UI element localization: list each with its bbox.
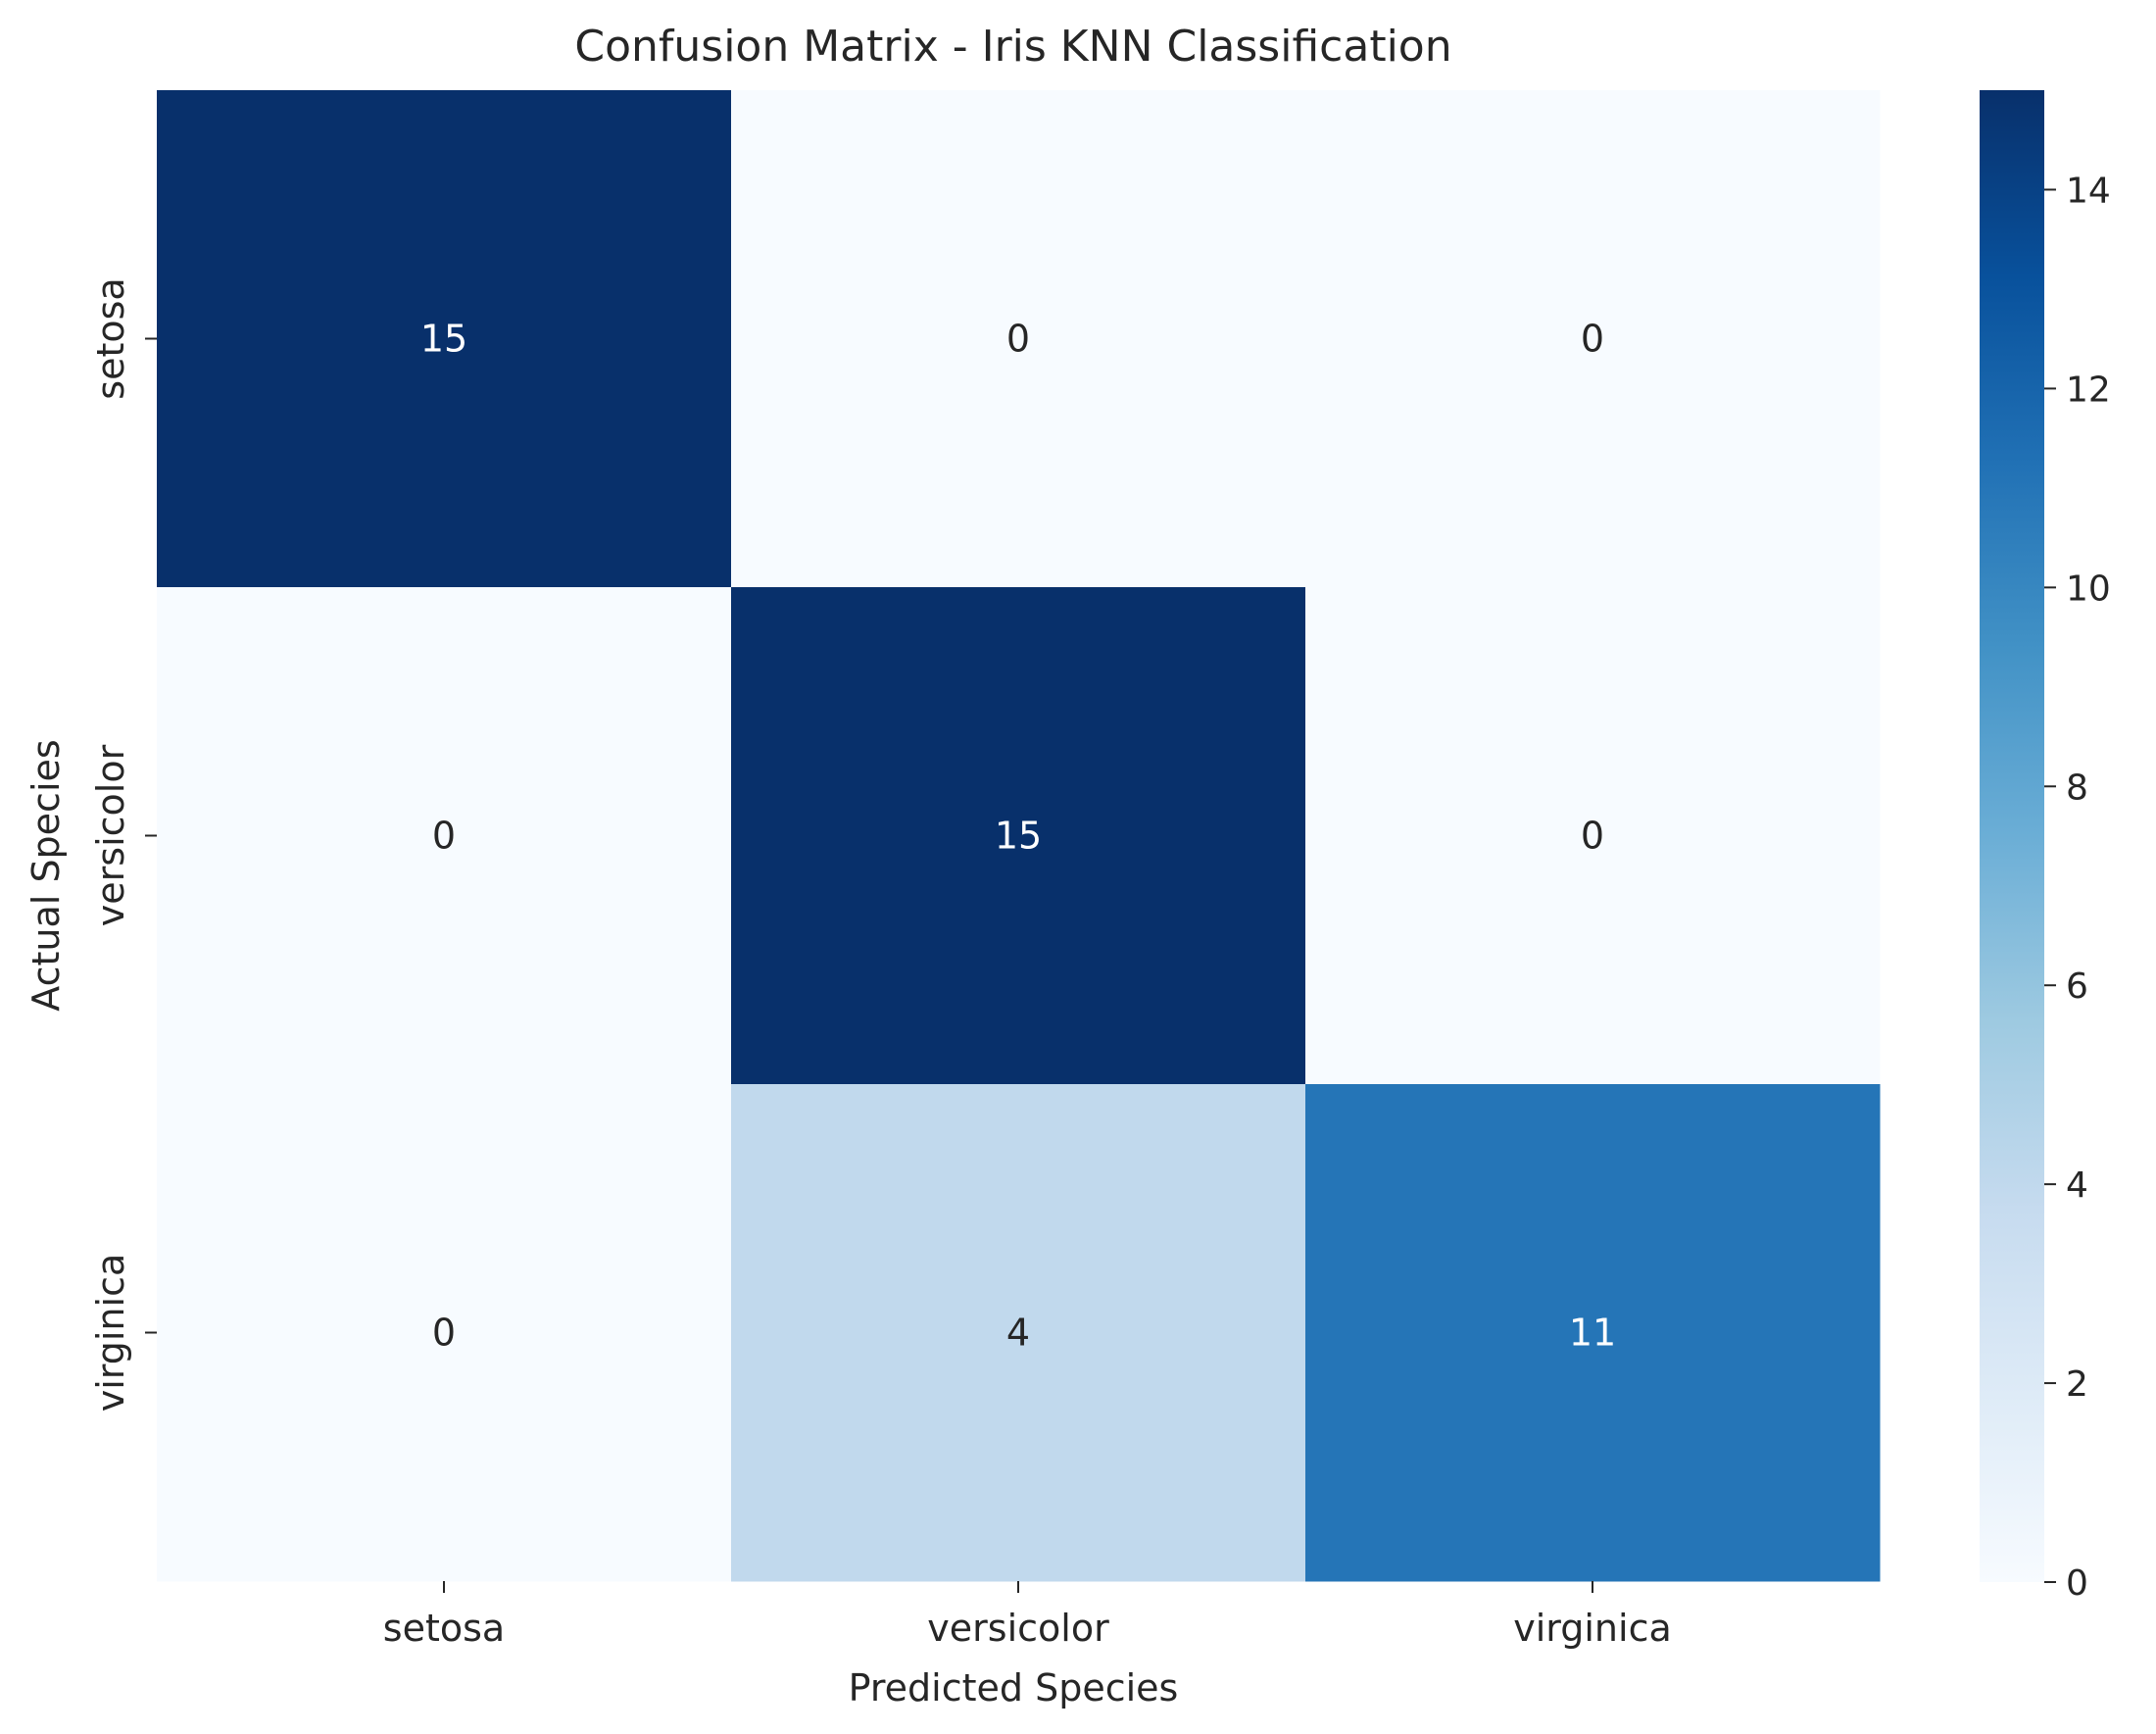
colorbar-tick-label: 4 [2066, 1165, 2088, 1206]
cell-annotations: 15 0 0 0 15 0 0 4 11 [420, 318, 1616, 1355]
heatmap-cell-setosa-setosa [157, 90, 732, 588]
x-tick-label: virginica [1513, 1607, 1672, 1650]
colorbar [1980, 90, 2044, 1582]
cell-value-label: 0 [1581, 815, 1604, 858]
heatmap-cell-virginica-versicolor [731, 1084, 1306, 1582]
y-tick-label: versicolor [89, 744, 132, 926]
x-axis-label: Predicted Species [849, 1666, 1179, 1709]
heatmap-cell-virginica-virginica [1305, 1084, 1881, 1582]
heatmap-cell-versicolor-versicolor [731, 587, 1306, 1085]
heatmap-cell-versicolor-virginica [1305, 587, 1881, 1085]
y-axis-ticks: setosa versicolor virginica [89, 277, 157, 1412]
heatmap-cell-setosa-virginica [1305, 90, 1881, 588]
colorbar-ticks: 0 2 4 6 8 10 12 14 [2044, 171, 2111, 1604]
x-tick-label: setosa [383, 1607, 505, 1650]
cell-value-label: 11 [1569, 1312, 1616, 1355]
cell-value-label: 0 [1581, 318, 1604, 361]
y-axis-label: Actual Species [24, 739, 68, 1011]
cell-value-label: 0 [432, 1312, 456, 1355]
y-tick-label: setosa [89, 277, 132, 399]
colorbar-gradient [1980, 90, 2044, 1582]
x-tick-label: versicolor [927, 1607, 1109, 1650]
y-tick-label: virginica [89, 1254, 132, 1412]
heatmap-cells [157, 90, 1881, 1582]
cell-value-label: 15 [995, 815, 1042, 858]
cell-value-label: 0 [432, 815, 456, 858]
colorbar-tick-label: 12 [2066, 370, 2111, 410]
heatmap-cell-setosa-versicolor [731, 90, 1306, 588]
cell-value-label: 15 [420, 318, 467, 361]
x-axis-ticks: setosa versicolor virginica [383, 1581, 1672, 1650]
cell-value-label: 4 [1006, 1312, 1030, 1355]
chart-title: Confusion Matrix - Iris KNN Classificati… [574, 22, 1451, 72]
colorbar-tick-label: 8 [2066, 768, 2088, 808]
colorbar-tick-label: 6 [2066, 966, 2088, 1007]
heatmap-cell-versicolor-setosa [157, 587, 732, 1085]
colorbar-tick-label: 10 [2066, 569, 2111, 609]
heatmap-cell-virginica-setosa [157, 1084, 732, 1582]
colorbar-tick-label: 0 [2066, 1563, 2088, 1604]
colorbar-tick-label: 14 [2066, 171, 2111, 211]
colorbar-tick-label: 2 [2066, 1364, 2088, 1405]
cell-value-label: 0 [1006, 318, 1030, 361]
